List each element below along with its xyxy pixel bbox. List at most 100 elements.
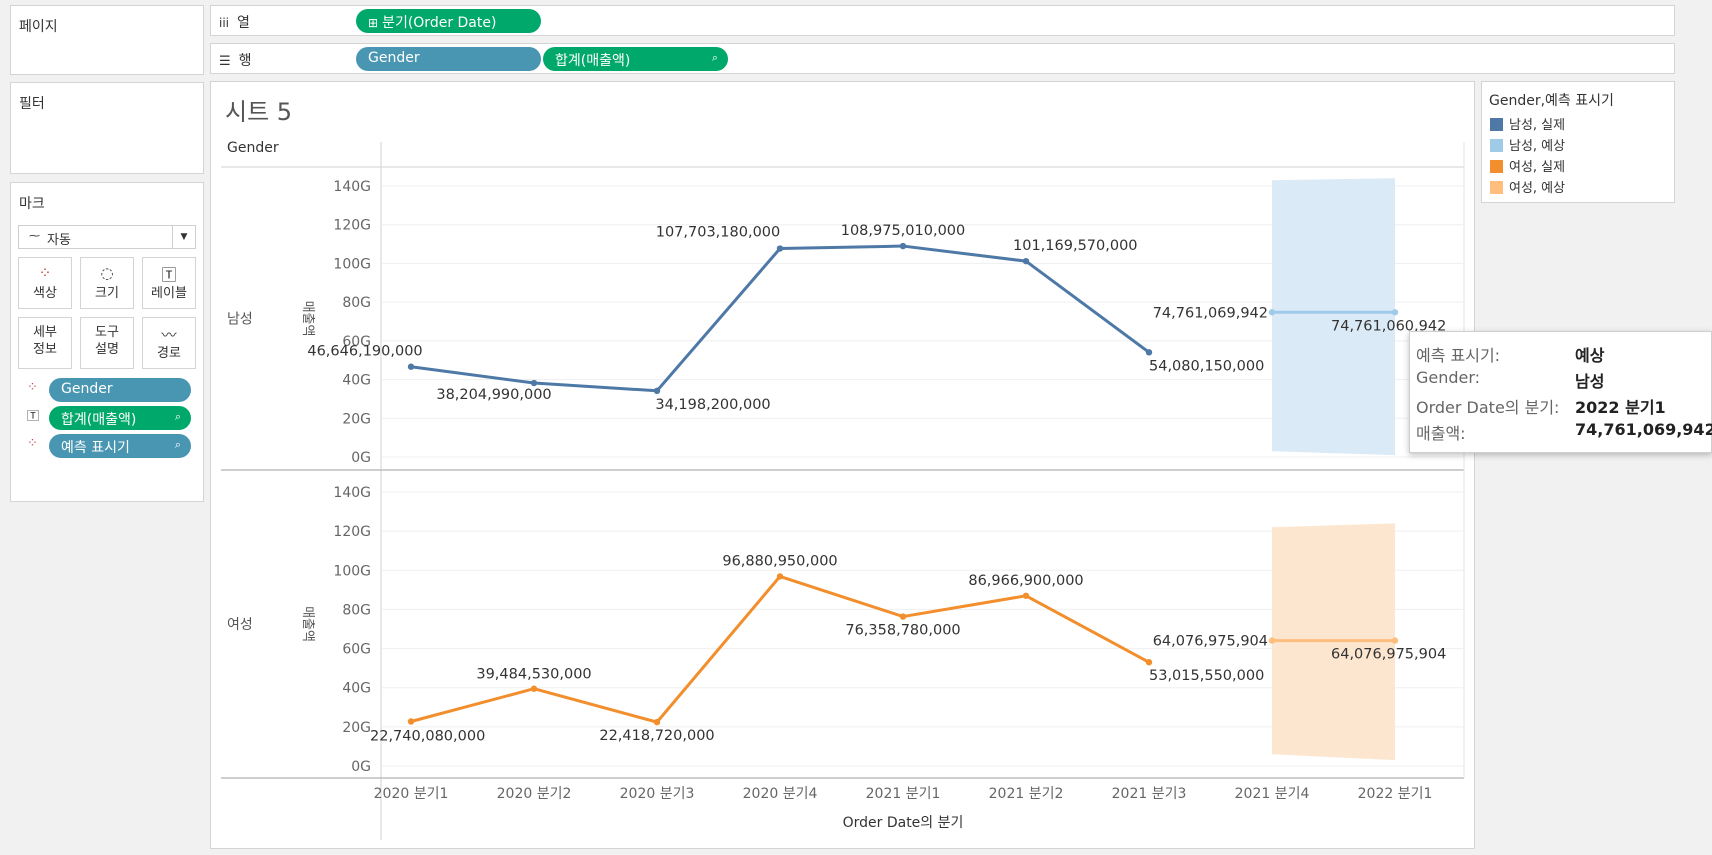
series-line-actual[interactable] [410, 244, 1150, 393]
chevron-down-icon: ▼ [172, 226, 195, 248]
line-mark-icon: ⁓ [29, 229, 40, 242]
rows-pill-gender[interactable]: Gender [356, 47, 541, 71]
path-button[interactable]: 〰 경로 [142, 317, 196, 369]
sheet-view: 시트 5 Gender Order Date의 분기 2020 분기1 2020 분… [210, 81, 1475, 849]
filters-panel[interactable]: 필터 [10, 82, 204, 174]
columns-label: iii 열 [219, 15, 250, 31]
series-line-actual[interactable] [410, 574, 1150, 724]
y-tick-label: 140G [333, 485, 371, 501]
data-label: 22,418,720,000 [599, 728, 714, 744]
legend-item[interactable]: 남성, 예상 [1490, 138, 1565, 156]
data-point-forecast[interactable] [1391, 637, 1399, 644]
rows-shelf[interactable]: ☰ 행 Gender 합계(매출액) ⌕ [210, 43, 1675, 74]
data-point-actual[interactable] [776, 245, 784, 252]
data-point-forecast[interactable] [1268, 637, 1276, 644]
data-label: 46,646,190,000 [307, 344, 422, 360]
tooltip-key: 매출액: [1416, 424, 1466, 443]
pages-panel[interactable]: 페이지 [10, 5, 204, 75]
data-point-actual[interactable] [407, 363, 415, 370]
data-point-actual[interactable] [530, 685, 538, 692]
size-icon: ◌ [100, 264, 114, 282]
x-tick-label: 2020 분기2 [497, 786, 572, 802]
x-tick-label: 2021 분기3 [1112, 786, 1187, 802]
forecast-pin-icon: ⌕ [174, 410, 181, 423]
legend-swatch [1490, 160, 1503, 173]
y-tick-label: 120G [333, 524, 371, 540]
data-point-actual[interactable] [899, 242, 907, 250]
data-label: 22,740,080,000 [370, 728, 485, 744]
data-point-actual[interactable] [1145, 349, 1153, 356]
data-label: 76,358,780,000 [845, 623, 960, 639]
size-button[interactable]: ◌ 크기 [80, 257, 134, 309]
x-tick-label: 2022 분기1 [1358, 786, 1433, 802]
marks-card-forecast[interactable]: 예측 표시기 ⌕ [49, 434, 191, 458]
color-button[interactable]: ⁘ 색상 [18, 257, 72, 309]
data-label: 53,015,550,000 [1149, 668, 1264, 684]
tooltip-value: 남성 [1575, 372, 1605, 391]
label-card-icon: 🅃 [27, 409, 40, 423]
data-label: 34,198,200,000 [655, 397, 770, 413]
legend-item[interactable]: 여성, 예상 [1490, 180, 1565, 198]
data-point-forecast[interactable] [1268, 309, 1276, 316]
data-label: 39,484,530,000 [476, 667, 591, 683]
y-tick-label: 60G [342, 334, 371, 350]
tooltip-key: Order Date의 분기: [1416, 398, 1560, 417]
marks-card-sales[interactable]: 합계(매출액) ⌕ [49, 406, 191, 430]
data-label: 108,975,010,000 [841, 223, 966, 239]
data-point-actual[interactable] [776, 573, 784, 580]
data-point-actual[interactable] [899, 613, 907, 620]
data-point-actual[interactable] [1022, 592, 1030, 599]
columns-shelf[interactable]: iii 열 ⊞ 분기(Order Date) [210, 5, 1675, 36]
data-label: 64,076,975,904 [1153, 634, 1268, 650]
rows-pill-sales[interactable]: 합계(매출액) ⌕ [543, 47, 728, 71]
y-tick-label: 0G [351, 759, 371, 775]
y-tick-label: 80G [342, 602, 371, 618]
y-axis-title: 매출액 [300, 301, 315, 337]
y-tick-label: 40G [342, 681, 371, 697]
data-label: 96,880,950,000 [722, 553, 837, 569]
columns-pill-quarter[interactable]: ⊞ 분기(Order Date) [356, 9, 541, 33]
data-label: 38,204,990,000 [436, 387, 551, 403]
data-point-actual[interactable] [653, 718, 661, 726]
data-label: 86,966,900,000 [968, 573, 1083, 589]
mark-type-dropdown[interactable]: ⁓ 자동 ▼ [18, 225, 196, 249]
data-label: 74,761,060,942 [1331, 318, 1446, 334]
legend-title: Gender,예측 표시기 [1489, 93, 1614, 109]
data-point-actual[interactable] [1022, 257, 1030, 265]
legend-label: 남성, 예상 [1509, 139, 1566, 154]
legend-item[interactable]: 남성, 실제 [1490, 117, 1565, 135]
legend-swatch [1490, 181, 1503, 194]
tooltip-key: Gender: [1416, 368, 1481, 387]
data-label: 107,703,180,000 [656, 225, 781, 241]
legend-label: 남성, 실제 [1509, 118, 1566, 133]
detail-button[interactable]: 세부 정보 [18, 317, 72, 369]
data-label: 64,076,975,904 [1331, 647, 1446, 663]
filters-title: 필터 [19, 96, 45, 112]
legend-item[interactable]: 여성, 실제 [1490, 159, 1565, 177]
plus-box-icon: ⊞ [368, 16, 379, 30]
line-chart[interactable]: 시트 5 Gender Order Date의 분기 2020 분기1 2020 분… [211, 82, 1474, 848]
data-label: 74,761,069,942 [1153, 305, 1268, 321]
y-tick-label: 60G [342, 642, 371, 658]
y-tick-label: 20G [342, 720, 371, 736]
forecast-pin-icon: ⌕ [711, 51, 718, 64]
y-tick-label: 80G [342, 295, 371, 311]
data-point-forecast[interactable] [1391, 309, 1399, 316]
mark-type-value: 자동 [47, 233, 71, 248]
y-tick-label: 0G [351, 450, 371, 466]
data-point-actual[interactable] [530, 379, 538, 387]
marks-panel: 마크 ⁓ 자동 ▼ ⁘ 색상 ◌ 크기 🅃 레이블 세부 정보 도구 설명 〰 경로 ⁘… [10, 182, 204, 502]
y-axis-title: 매출액 [300, 606, 315, 642]
marks-card-gender[interactable]: Gender [49, 378, 191, 402]
data-point-actual[interactable] [653, 387, 661, 395]
forecast-pin-icon: ⌕ [174, 438, 181, 451]
data-point-actual[interactable] [407, 718, 415, 725]
x-tick-label: 2020 분기4 [743, 786, 818, 802]
tooltip-button[interactable]: 도구 설명 [80, 317, 134, 369]
label-button[interactable]: 🅃 레이블 [142, 257, 196, 309]
y-tick-label: 120G [333, 218, 371, 234]
label-icon: 🅃 [161, 266, 177, 284]
x-tick-label: 2021 분기1 [866, 786, 941, 802]
data-point-actual[interactable] [1145, 659, 1153, 666]
forecast-tooltip: 예측 표시기: 예상 Gender: 남성 Order Date의 분기: 2022 분기… [1409, 331, 1712, 453]
